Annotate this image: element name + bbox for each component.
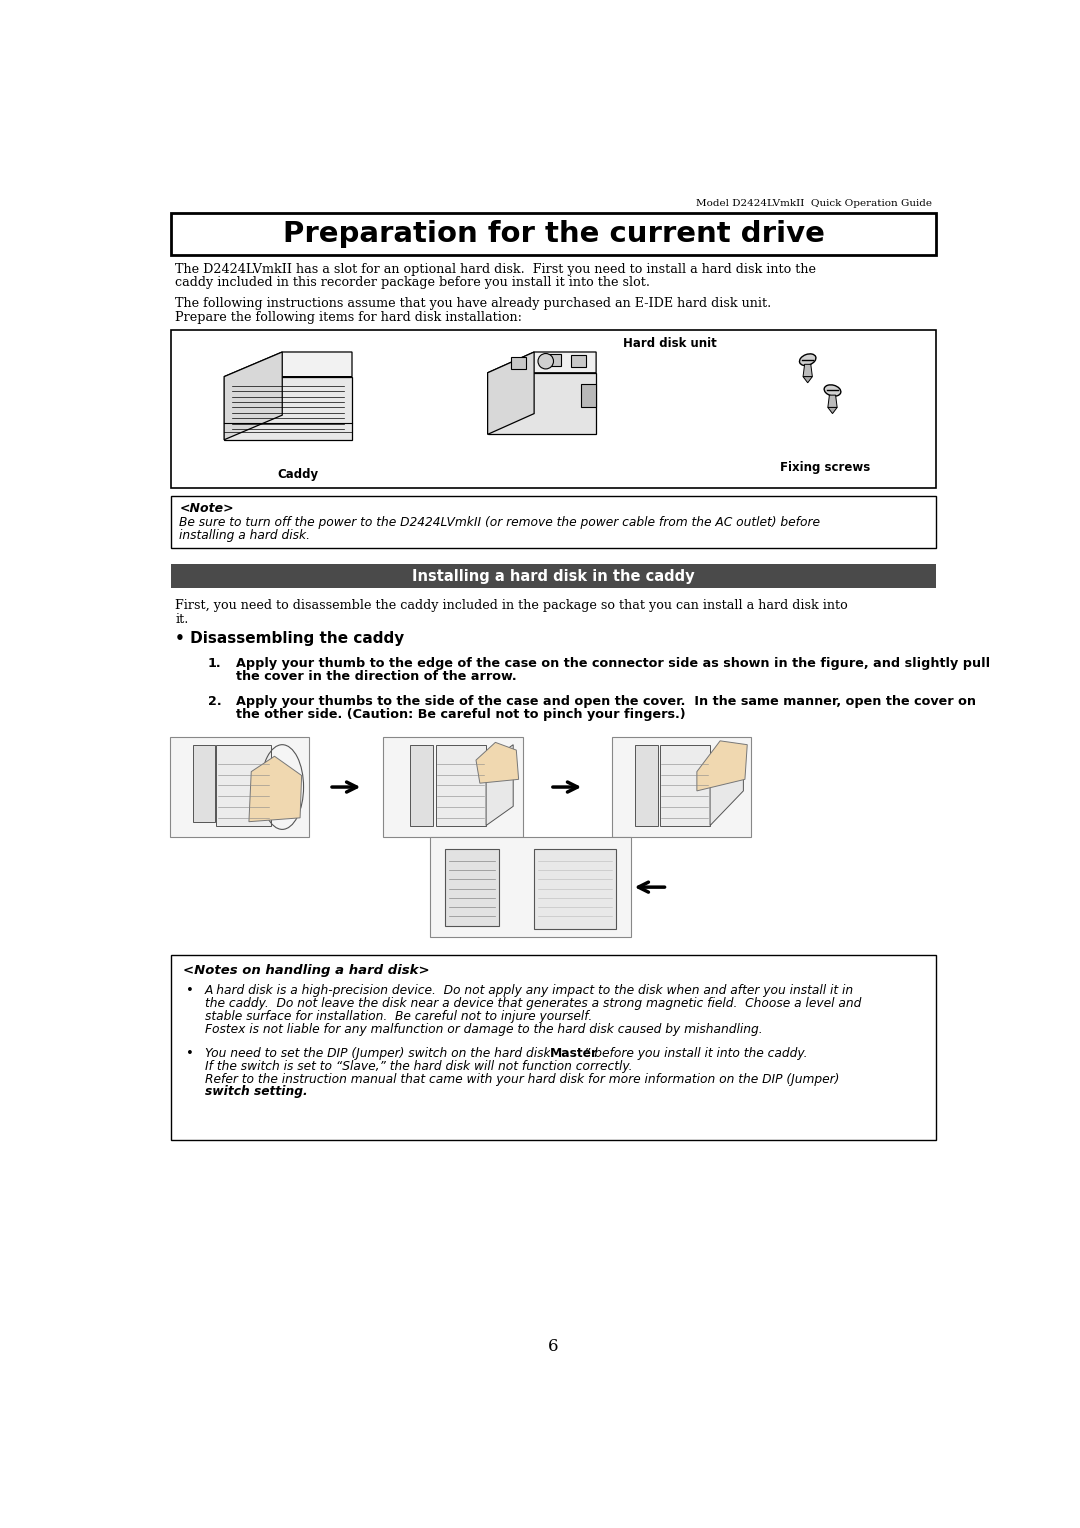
Text: Fostex is not liable for any malfunction or damage to the hard disk caused by mi: Fostex is not liable for any malfunction… [205, 1022, 762, 1036]
Polygon shape [710, 744, 743, 825]
Text: the other side. (Caution: Be careful not to pinch your fingers.): the other side. (Caution: Be careful not… [235, 707, 686, 721]
Text: Fixing screws: Fixing screws [780, 461, 869, 474]
Bar [172, 564, 935, 588]
Polygon shape [697, 741, 747, 792]
Text: Prepare the following items for hard disk installation:: Prepare the following items for hard dis… [175, 310, 523, 324]
Polygon shape [486, 744, 513, 825]
Text: Master: Master [550, 1047, 598, 1060]
Text: ” before you install it into the caddy.: ” before you install it into the caddy. [584, 1047, 808, 1060]
Text: Hard disk unit: Hard disk unit [623, 336, 717, 350]
Bar [635, 744, 658, 825]
Polygon shape [488, 373, 596, 434]
Bar [660, 744, 710, 825]
Text: caddy included in this recorder package before you install it into the slot.: caddy included in this recorder package … [175, 277, 650, 289]
Polygon shape [804, 364, 812, 376]
Text: installing a hard disk.: installing a hard disk. [179, 530, 310, 542]
Text: 6: 6 [549, 1337, 558, 1354]
Polygon shape [511, 356, 526, 368]
Text: Apply your thumb to the edge of the case on the connector side as shown in the f: Apply your thumb to the edge of the case… [235, 657, 990, 669]
Text: 2.: 2. [207, 695, 221, 707]
Text: • Disassembling the caddy: • Disassembling the caddy [175, 631, 405, 646]
Bar [435, 744, 486, 825]
Polygon shape [445, 848, 499, 926]
Bar [172, 330, 935, 489]
Bar [216, 744, 271, 825]
Text: Preparation for the current drive: Preparation for the current drive [283, 220, 824, 248]
Text: Refer to the instruction manual that came with your hard disk for more informati: Refer to the instruction manual that cam… [205, 1073, 839, 1085]
Text: Installing a hard disk in the caddy: Installing a hard disk in the caddy [413, 568, 694, 584]
Text: <Notes on handling a hard disk>: <Notes on handling a hard disk> [183, 964, 430, 976]
Text: A hard disk is a high-precision device.  Do not apply any impact to the disk whe: A hard disk is a high-precision device. … [205, 984, 854, 998]
Polygon shape [225, 351, 352, 376]
Text: it.: it. [175, 613, 189, 625]
Ellipse shape [824, 385, 841, 396]
Polygon shape [225, 376, 352, 440]
Polygon shape [535, 848, 616, 929]
Polygon shape [488, 351, 535, 434]
Polygon shape [581, 385, 596, 408]
Text: First, you need to disassemble the caddy included in the package so that you can: First, you need to disassemble the caddy… [175, 599, 848, 613]
Polygon shape [476, 743, 518, 784]
Text: The D2424LVmkII has a slot for an optional hard disk.  First you need to install: The D2424LVmkII has a slot for an option… [175, 263, 816, 275]
Polygon shape [570, 354, 586, 367]
Polygon shape [488, 351, 596, 373]
Circle shape [538, 353, 554, 368]
Bar [172, 497, 935, 549]
Text: switch setting.: switch setting. [205, 1085, 308, 1099]
Text: the caddy.  Do not leave the disk near a device that generates a strong magnetic: the caddy. Do not leave the disk near a … [205, 998, 861, 1010]
Bar [430, 837, 631, 937]
Polygon shape [828, 408, 837, 414]
Polygon shape [828, 396, 837, 408]
Text: Model D2424LVmkII  Quick Operation Guide: Model D2424LVmkII Quick Operation Guide [696, 199, 932, 208]
Text: •: • [185, 984, 192, 998]
Text: Apply your thumbs to the side of the case and open the cover.  In the same manne: Apply your thumbs to the side of the cas… [235, 695, 975, 707]
Bar [410, 744, 433, 825]
Ellipse shape [799, 354, 815, 365]
Text: 1.: 1. [207, 657, 221, 669]
Text: The following instructions assume that you have already purchased an E-IDE hard : The following instructions assume that y… [175, 298, 771, 310]
Text: •: • [185, 1047, 192, 1060]
Bar [172, 955, 935, 1140]
Text: You need to set the DIP (Jumper) switch on the hard disk to “: You need to set the DIP (Jumper) switch … [205, 1047, 577, 1060]
Bar [172, 212, 935, 255]
Polygon shape [248, 756, 301, 822]
Polygon shape [225, 351, 282, 440]
Bar [193, 744, 215, 822]
Text: <Note>: <Note> [179, 503, 233, 515]
Text: the cover in the direction of the arrow.: the cover in the direction of the arrow. [235, 671, 516, 683]
Bar [611, 736, 751, 837]
Text: stable surface for installation.  Be careful not to injure yourself.: stable surface for installation. Be care… [205, 1010, 592, 1024]
Text: Be sure to turn off the power to the D2424LVmkII (or remove the power cable from: Be sure to turn off the power to the D24… [179, 516, 820, 529]
Polygon shape [804, 376, 812, 384]
Polygon shape [545, 353, 562, 365]
Text: Caddy: Caddy [278, 468, 319, 481]
Bar [383, 736, 523, 837]
Text: If the switch is set to “Slave,” the hard disk will not function correctly.: If the switch is set to “Slave,” the har… [205, 1059, 632, 1073]
Bar [170, 736, 309, 837]
